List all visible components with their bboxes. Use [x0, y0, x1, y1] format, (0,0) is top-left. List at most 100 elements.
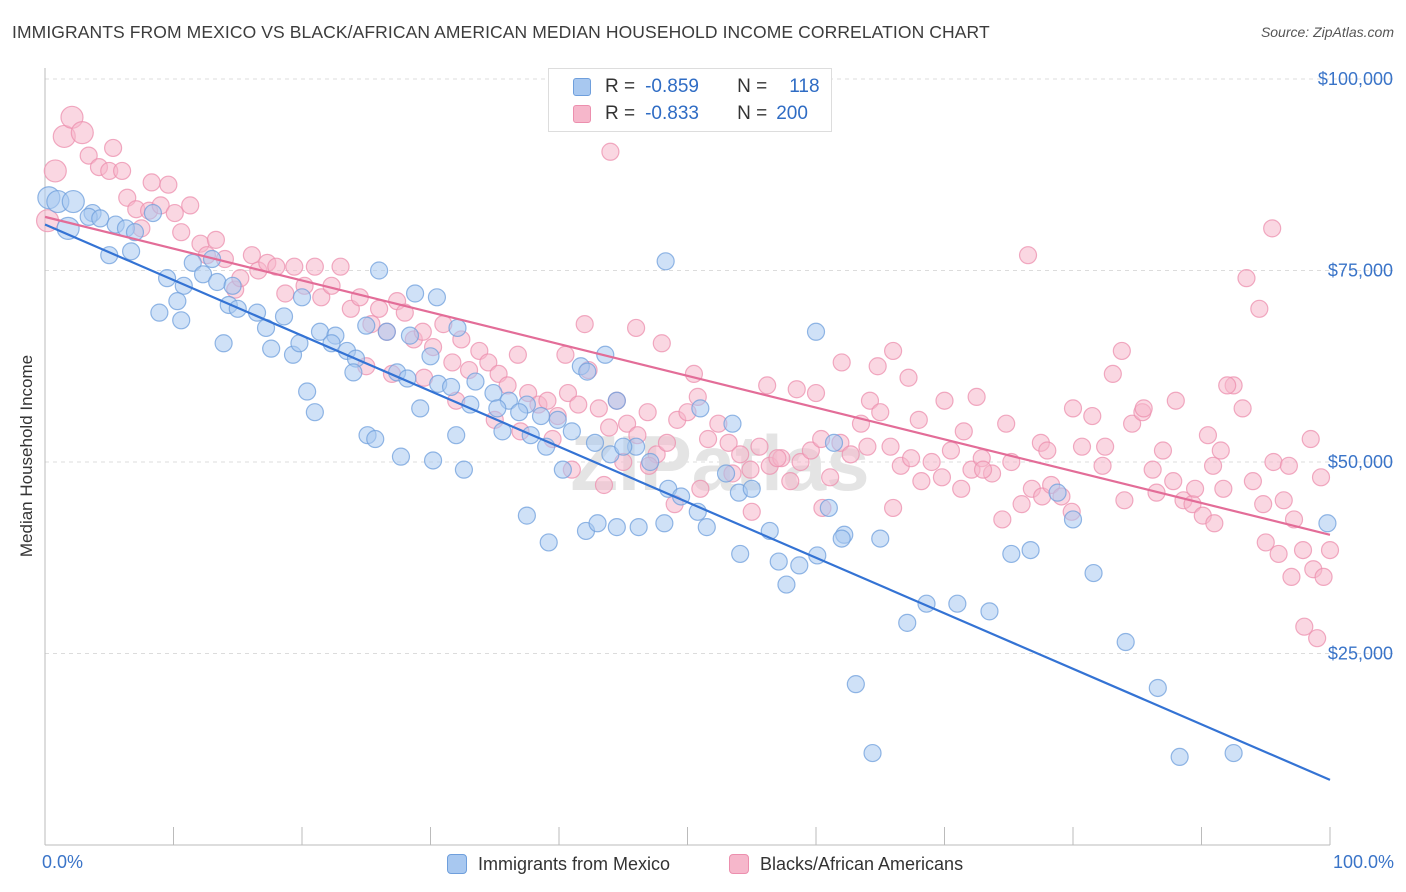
- legend-r-label: R =: [605, 76, 636, 97]
- point-black: [719, 433, 738, 452]
- point-mexico: [948, 594, 967, 613]
- point-black: [1198, 426, 1218, 445]
- point-mexico: [305, 403, 324, 422]
- point-mexico: [863, 743, 882, 763]
- point-black: [993, 510, 1012, 529]
- point-black: [626, 318, 646, 338]
- point-mexico: [1002, 544, 1021, 564]
- point-black: [731, 445, 750, 464]
- legend-r-label: R =: [605, 103, 636, 124]
- point-black: [443, 353, 462, 372]
- point-black: [1254, 495, 1273, 514]
- point-mexico: [1170, 747, 1189, 767]
- point-mexico: [1224, 743, 1243, 763]
- point-mexico: [298, 382, 317, 401]
- point-black: [538, 391, 557, 410]
- x-tick-label-max: 100.0%: [1332, 852, 1394, 872]
- point-mexico: [790, 556, 809, 575]
- point-black: [172, 223, 191, 242]
- point-black: [276, 284, 295, 303]
- series-legend: Immigrants from Mexico Blacks/African Am…: [0, 852, 1406, 876]
- point-mexico: [208, 272, 227, 292]
- point-black: [1263, 219, 1282, 238]
- point-black: [791, 452, 810, 472]
- point-black: [1096, 437, 1115, 456]
- point-black: [142, 173, 161, 192]
- legend-swatch-pink: [573, 105, 591, 123]
- point-black: [589, 399, 608, 418]
- point-black: [954, 422, 973, 441]
- point-black: [1293, 540, 1313, 560]
- y-tick-label: $75,000: [1328, 261, 1393, 281]
- point-mexico: [274, 307, 294, 326]
- point-black: [1308, 629, 1327, 648]
- point-black: [922, 452, 941, 472]
- point-black: [941, 441, 961, 460]
- point-black: [881, 437, 900, 456]
- point-black: [1218, 376, 1237, 395]
- point-mexico: [871, 529, 890, 548]
- point-mexico: [553, 460, 572, 479]
- point-mexico: [846, 675, 865, 694]
- point-black: [967, 387, 986, 406]
- point-mexico: [421, 347, 440, 366]
- legend-n-value: 200: [776, 103, 808, 124]
- y-tick-label: $100,000: [1318, 69, 1393, 89]
- point-mexico: [898, 613, 917, 632]
- point-mexico: [484, 383, 503, 403]
- point-black: [104, 138, 123, 158]
- legend-item-black: Blacks/African Americans: [729, 852, 963, 876]
- point-black: [1311, 468, 1331, 487]
- chart-title: IMMIGRANTS FROM MEXICO VS BLACK/AFRICAN …: [12, 22, 990, 42]
- point-black: [1166, 391, 1185, 410]
- point-black: [395, 303, 414, 322]
- legend-n-label: N =: [737, 76, 768, 97]
- point-black: [618, 414, 637, 433]
- point-black: [952, 479, 971, 498]
- point-mexico: [91, 209, 110, 228]
- point-black: [750, 437, 769, 456]
- point-mexico: [832, 529, 851, 548]
- point-black: [370, 299, 389, 318]
- point-mexico: [423, 451, 443, 470]
- point-mexico: [980, 602, 999, 621]
- point-mexico: [454, 460, 474, 479]
- point-black: [768, 449, 787, 468]
- point-mexico: [655, 514, 674, 533]
- point-black: [1301, 429, 1320, 449]
- point-black: [652, 334, 671, 353]
- point-mexico: [262, 339, 281, 358]
- point-mexico: [539, 533, 558, 552]
- point-black: [312, 288, 331, 307]
- legend-item-mexico: Immigrants from Mexico: [447, 852, 670, 876]
- trend-line-black: [44, 215, 1331, 536]
- point-mexico: [292, 288, 312, 307]
- point-black: [821, 468, 840, 487]
- point-black: [569, 395, 588, 414]
- point-black: [1274, 491, 1293, 510]
- point-mexico: [641, 452, 660, 472]
- point-black: [742, 502, 761, 521]
- point-black: [1038, 441, 1057, 460]
- point-black: [600, 418, 619, 437]
- legend-row-black: R = -0.833 N = 200: [573, 102, 808, 126]
- point-black: [1153, 441, 1173, 460]
- x-tick-label-min: 0.0%: [42, 852, 84, 872]
- source-label: Source: ZipAtlas.com: [1260, 24, 1394, 40]
- point-mexico: [656, 252, 675, 271]
- point-mexico: [61, 189, 85, 214]
- point-mexico: [697, 518, 716, 537]
- point-black: [206, 230, 226, 249]
- point-mexico: [629, 518, 648, 537]
- point-mexico: [223, 276, 242, 295]
- point-mexico: [448, 318, 467, 338]
- point-black: [860, 391, 880, 410]
- point-mexico: [400, 326, 420, 345]
- point-black: [1083, 406, 1102, 426]
- point-black: [112, 161, 132, 181]
- point-black: [858, 437, 877, 456]
- point-black: [638, 403, 657, 422]
- point-mexico: [370, 261, 389, 280]
- point-mexico: [607, 391, 626, 410]
